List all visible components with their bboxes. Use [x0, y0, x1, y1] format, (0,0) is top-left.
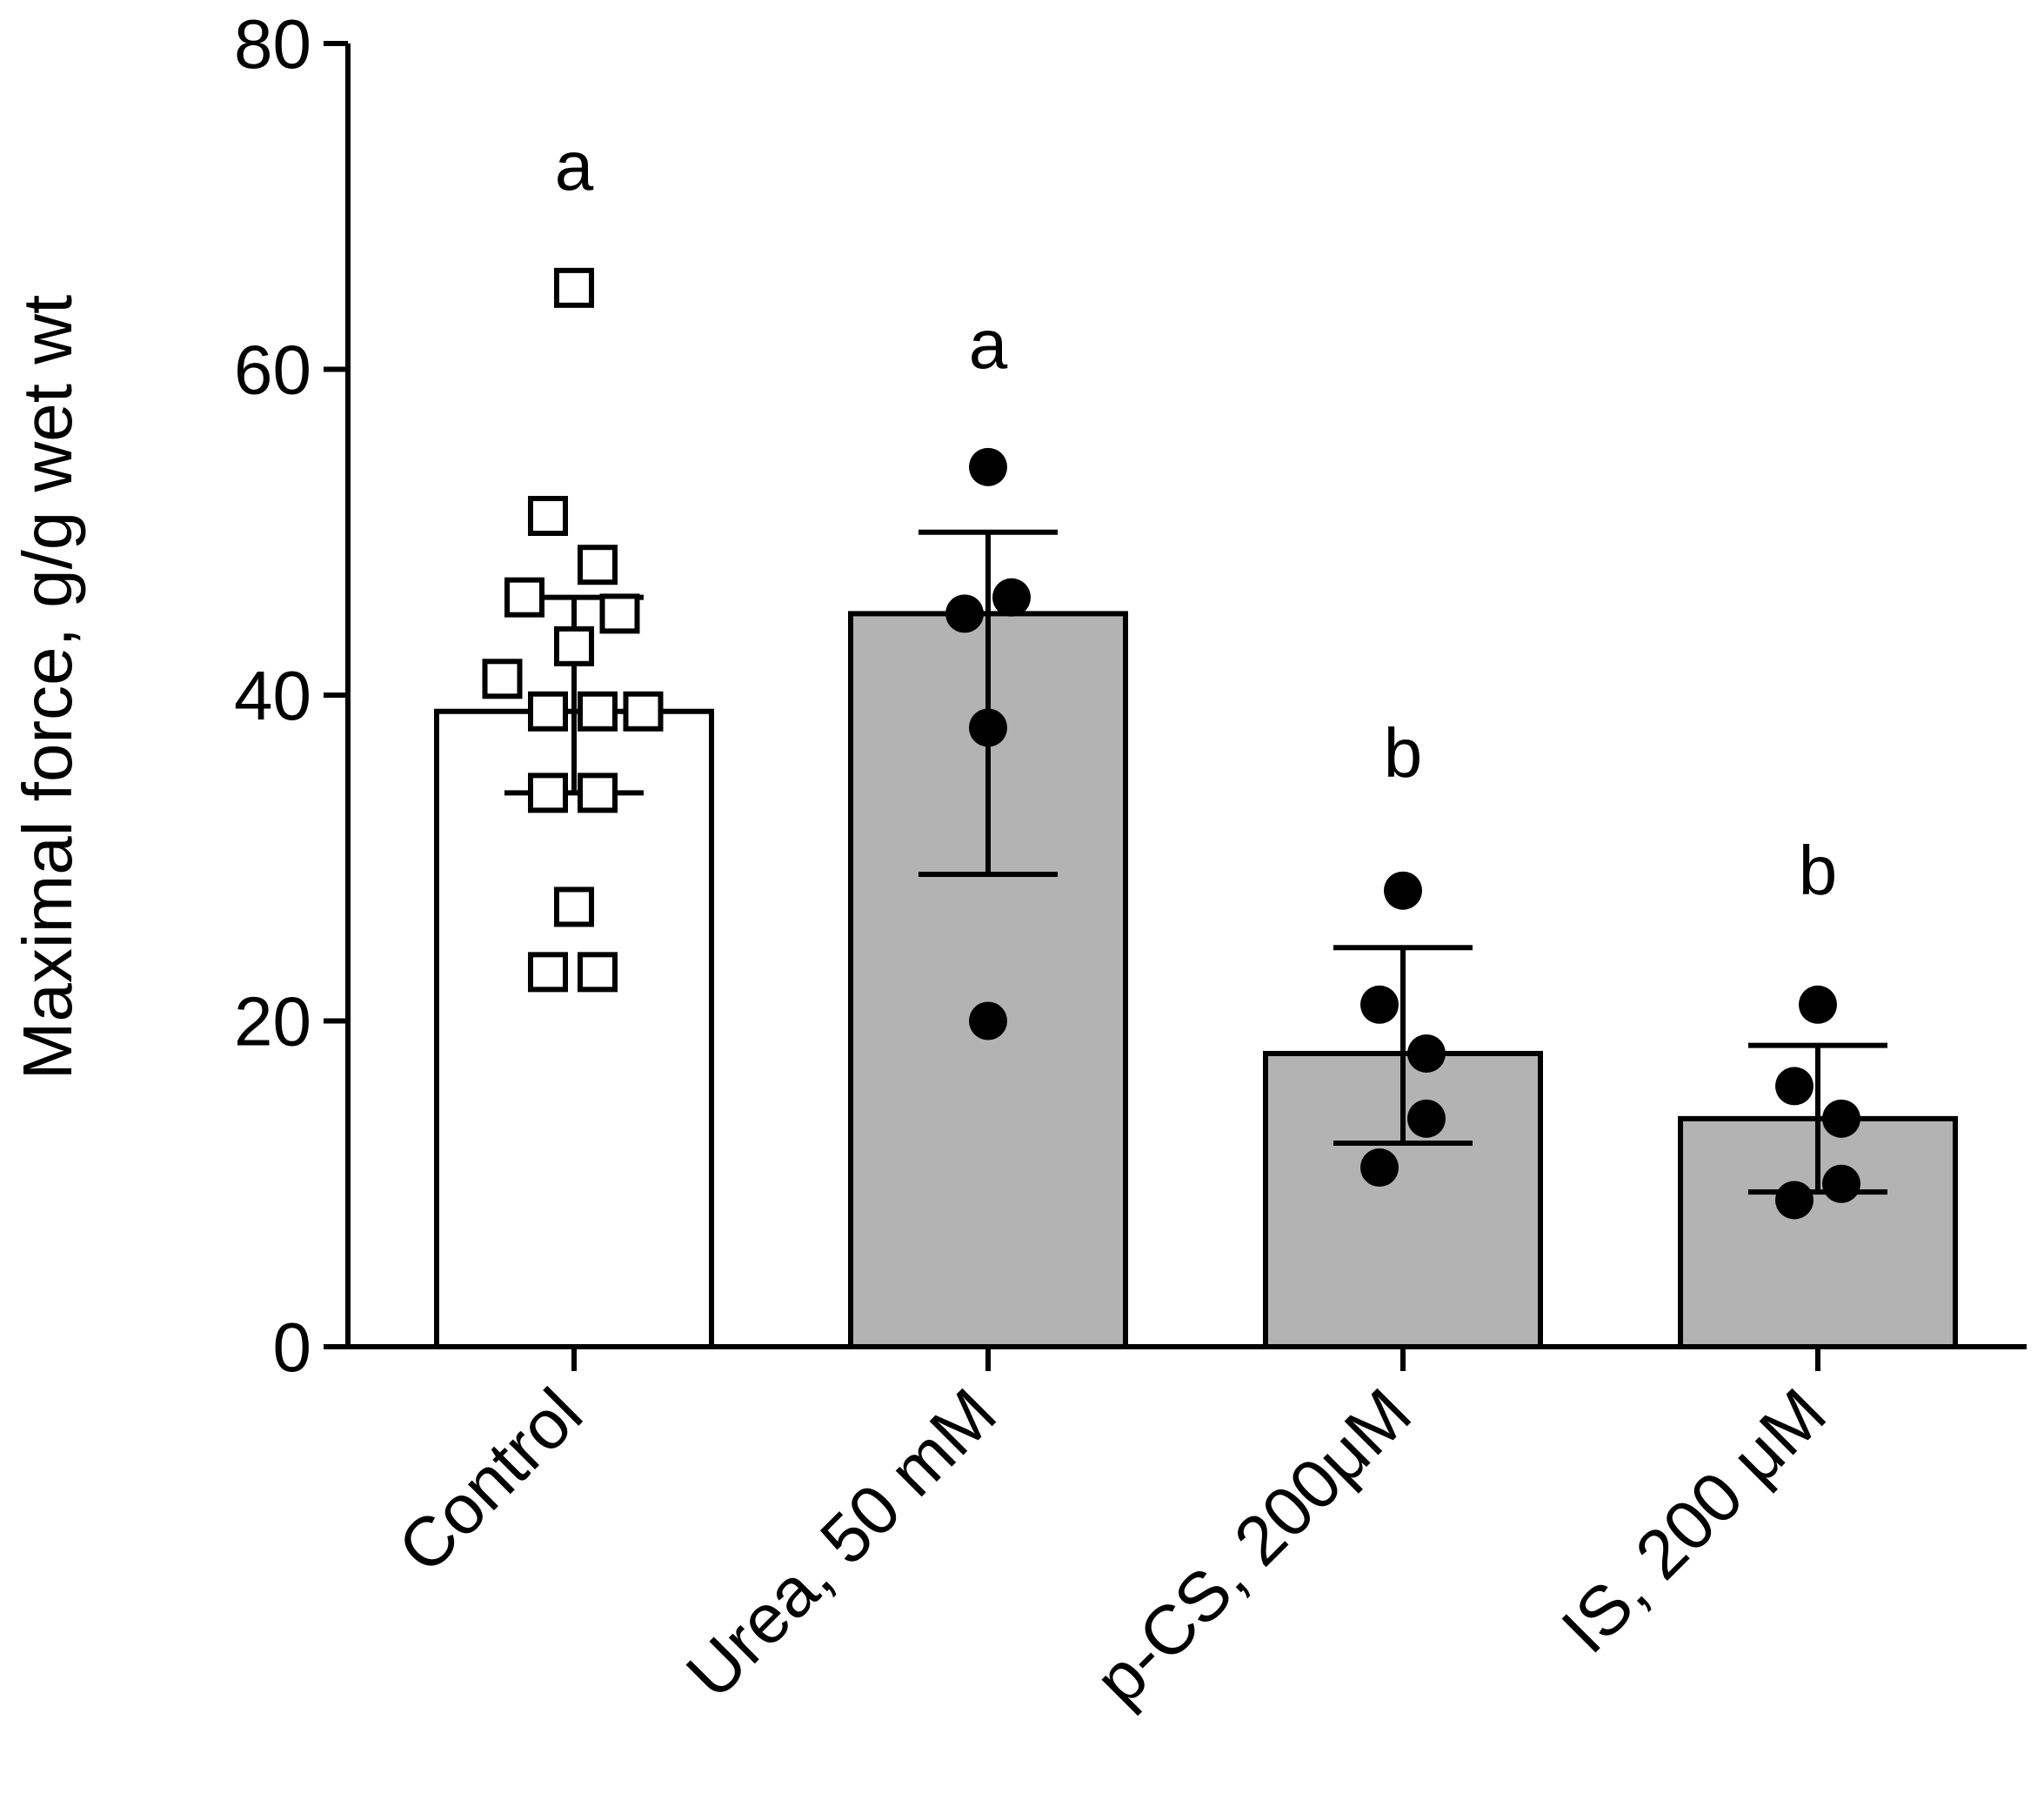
y-ticks: 0 20 40 60 80 [234, 5, 348, 1386]
data-point-circle [1407, 1099, 1446, 1138]
significance-letter: b [1384, 714, 1423, 792]
data-point-square [528, 691, 568, 732]
data-point-circle [1384, 871, 1422, 910]
y-tick-label: 20 [234, 983, 311, 1061]
data-point-square [528, 496, 568, 537]
data-point-circle [1775, 1067, 1814, 1106]
data-point-circle [1360, 1148, 1399, 1188]
significance-letter: b [1799, 832, 1838, 909]
data-point-square [482, 659, 523, 699]
y-tick-label: 0 [273, 1308, 312, 1386]
x-tick-label: p-CS, 200μM [1080, 1374, 1426, 1719]
data-point-circle [969, 708, 1007, 747]
data-point-square [578, 952, 618, 993]
y-tick-label: 80 [234, 5, 311, 83]
x-tick-label: Urea, 50 mM [671, 1374, 1011, 1713]
data-point-square [554, 626, 594, 666]
data-point-square [578, 691, 618, 732]
x-tick-label: Control [384, 1374, 597, 1587]
data-point-square [528, 952, 568, 993]
significance-letter: a [555, 127, 594, 204]
y-axis-label: Maximal force, g/g wet wt [9, 295, 86, 1081]
bar-1 [434, 708, 714, 1349]
data-point-circle [992, 578, 1031, 617]
data-point-square [554, 267, 594, 308]
y-tick-label: 40 [234, 657, 311, 734]
data-point-circle [1822, 1164, 1860, 1203]
significance-letters: a a b b [555, 127, 1838, 909]
data-points [482, 267, 1860, 1220]
data-point-circle [1799, 985, 1837, 1024]
data-point-square [578, 773, 618, 813]
data-point-circle [1822, 1099, 1860, 1138]
bars [434, 611, 1958, 1349]
data-point-square [599, 593, 640, 634]
significance-letter: a [969, 305, 1008, 383]
data-point-square [578, 545, 618, 586]
y-tick-label: 60 [234, 331, 311, 409]
data-point-square [554, 887, 594, 927]
data-point-circle [1360, 985, 1399, 1024]
data-point-circle [1407, 1034, 1446, 1073]
data-point-circle [969, 447, 1007, 486]
x-tick-label: IS, 200 μM [1546, 1374, 1840, 1668]
x-tick-labels: Control Urea, 50 mM p-CS, 200μM IS, 200 μM [384, 1374, 1840, 1719]
data-point-square [528, 773, 568, 813]
data-point-circle [969, 1001, 1007, 1041]
data-point-circle [1775, 1181, 1814, 1220]
data-point-square [504, 577, 544, 618]
axes [345, 43, 2027, 1371]
data-point-circle [945, 594, 984, 633]
data-point-square [623, 691, 664, 732]
